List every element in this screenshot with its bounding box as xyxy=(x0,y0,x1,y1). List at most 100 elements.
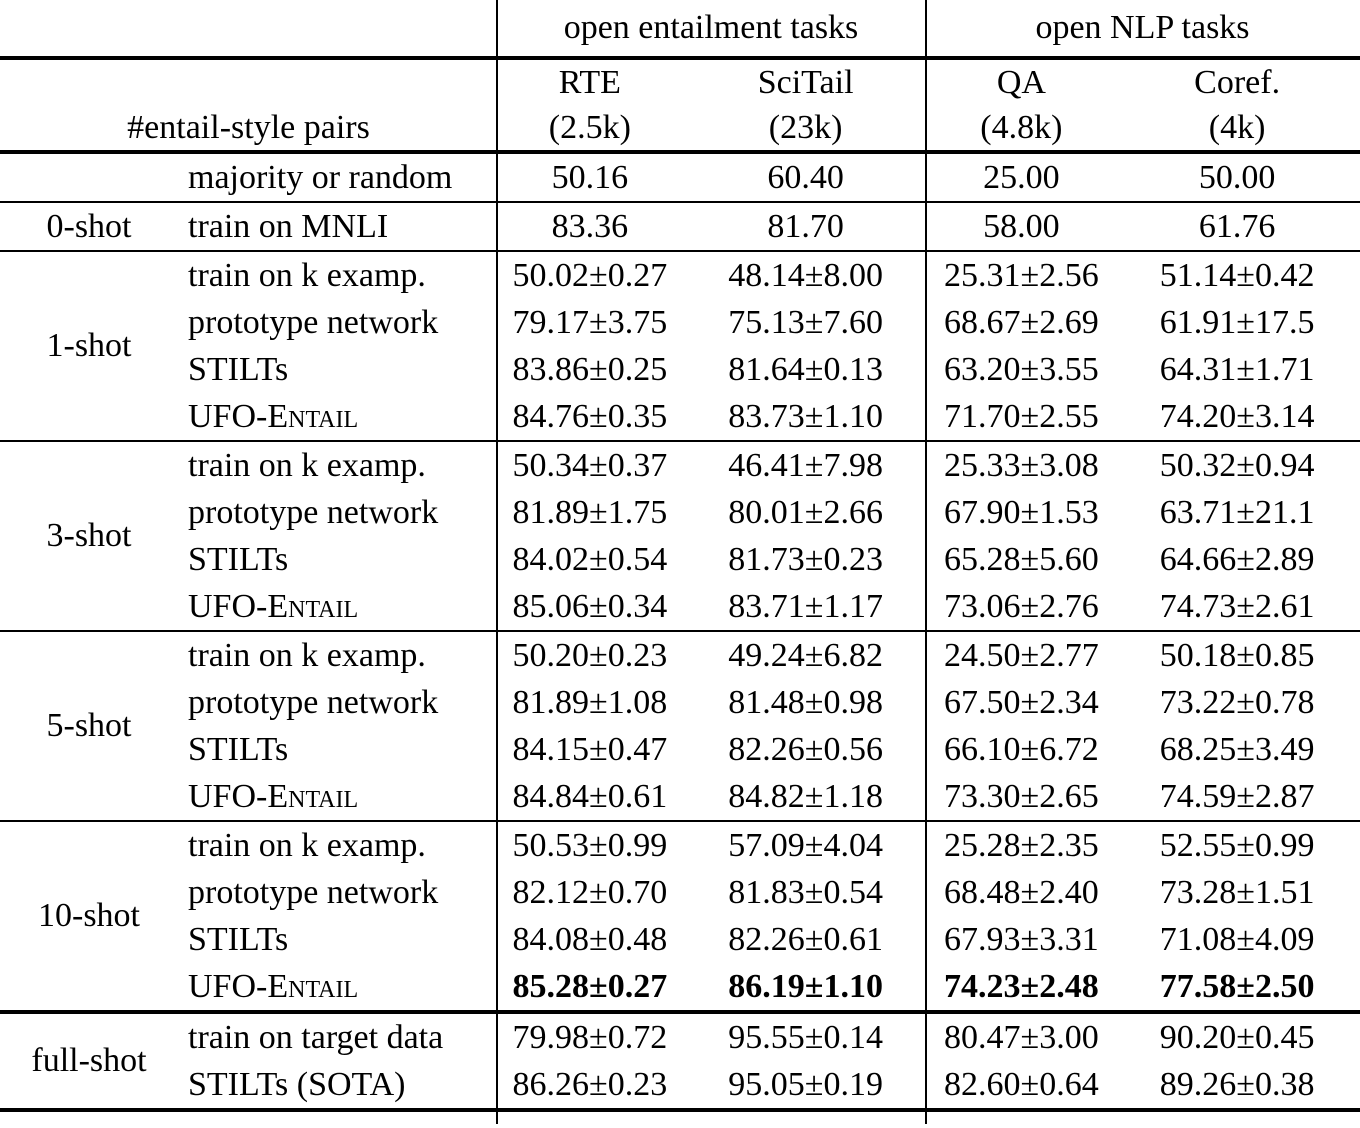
method-label: train on MNLI xyxy=(188,207,389,245)
value-cell: 86.26±0.23 xyxy=(512,1065,668,1103)
method-label: STILTs xyxy=(188,920,289,958)
shot-label: 3-shot xyxy=(46,517,132,554)
method-label: UFO-Entail xyxy=(188,397,359,435)
value-cell: 74.59±2.87 xyxy=(1159,777,1315,815)
column-count-rte: (2.5k) xyxy=(548,108,631,146)
value-cell: 68.48±2.40 xyxy=(944,873,1099,911)
value-cell: 71.70±2.55 xyxy=(944,397,1099,435)
method-label: prototype network xyxy=(188,493,439,531)
column-header-qa: QA xyxy=(996,63,1046,101)
value-cell: 84.84±0.61 xyxy=(512,777,668,815)
value-cell: 68.25±3.49 xyxy=(1159,730,1315,768)
value-cell: 63.71±21.1 xyxy=(1159,493,1315,531)
method-label: STILTs xyxy=(188,350,289,388)
header-separator xyxy=(0,150,1360,154)
value-cell: 85.06±0.34 xyxy=(512,587,668,625)
value-cell: 64.31±1.71 xyxy=(1159,350,1315,388)
shot-section: 0-shot train on MNLI 83.36 81.70 58.00 61.76 xyxy=(0,203,1360,250)
table-row: prototype network 79.17±3.75 75.13±7.60 68.… xyxy=(178,299,1360,346)
value-cell: 82.26±0.61 xyxy=(728,920,883,958)
table-row: train on k examp. 50.02±0.27 48.14±8.00 25.… xyxy=(178,252,1360,299)
table-row: majority or random 50.16 60.40 25.00 50.00 xyxy=(178,154,1360,201)
value-cell: 85.28±0.27 xyxy=(512,967,668,1005)
row-separator xyxy=(0,820,1360,822)
row-separator xyxy=(0,201,1360,203)
value-cell: 86.19±1.10 xyxy=(728,967,883,1005)
value-cell: 25.31±2.56 xyxy=(944,256,1099,294)
table-row: STILTs 84.08±0.48 82.26±0.61 67.93±3.31 71.0… xyxy=(178,916,1360,963)
column-count-row: #entail-style pairs (2.5k) (23k) (4.8k) … xyxy=(0,105,1360,150)
shot-section: majority or random 50.16 60.40 25.00 50.00 xyxy=(0,154,1360,201)
method-label: train on k examp. xyxy=(188,826,426,864)
row-separator xyxy=(0,630,1360,632)
value-cell: 48.14±8.00 xyxy=(728,256,883,294)
shot-section: 3-shot train on k examp. 50.34±0.37 46.41±7… xyxy=(0,442,1360,630)
value-cell: 84.15±0.47 xyxy=(512,730,668,768)
group-header-nlp: open NLP tasks xyxy=(1035,9,1250,46)
value-cell: 80.47±3.00 xyxy=(944,1018,1099,1056)
column-name-row: RTE SciTail QA Coref. xyxy=(0,60,1360,105)
value-cell: 61.91±17.5 xyxy=(1159,303,1315,341)
value-cell: 80.01±2.66 xyxy=(728,493,883,531)
table-row: train on target data 79.98±0.72 95.55±0.14… xyxy=(178,1014,1360,1061)
value-cell: 82.60±0.64 xyxy=(944,1065,1099,1103)
shot-section: full-shot train on target data 79.98±0.72 9… xyxy=(0,1014,1360,1108)
value-cell: 50.00 xyxy=(1198,158,1276,196)
method-label: STILTs xyxy=(188,540,289,578)
method-label: majority or random xyxy=(188,158,453,196)
method-label: UFO-Entail xyxy=(188,587,359,625)
table-row: STILTs 84.15±0.47 82.26±0.56 66.10±6.72 68.2… xyxy=(178,726,1360,773)
value-cell: 61.76 xyxy=(1198,207,1276,245)
value-cell: 77.58±2.50 xyxy=(1159,967,1315,1005)
value-cell: 74.73±2.61 xyxy=(1159,587,1315,625)
section-rows: train on target data 79.98±0.72 95.55±0.14… xyxy=(178,1014,1360,1108)
shot-label: 0-shot xyxy=(46,207,132,245)
table-row: prototype network 81.89±1.08 81.48±0.98 67.… xyxy=(178,679,1360,726)
table-body: majority or random 50.16 60.40 25.00 50.00 0-… xyxy=(0,154,1360,1112)
table-row: prototype network 82.12±0.70 81.83±0.54 68.… xyxy=(178,869,1360,916)
value-cell: 89.26±0.38 xyxy=(1159,1065,1315,1103)
header-separator xyxy=(0,56,1360,60)
table-row: UFO-Entail 84.84±0.61 84.82±1.18 73.30±2.65… xyxy=(178,773,1360,820)
row-separator xyxy=(0,1108,1360,1112)
shot-section: 10-shot train on k examp. 50.53±0.99 57.09±… xyxy=(0,822,1360,1010)
column-count-qa: (4.8k) xyxy=(980,108,1063,146)
column-header-scitail: SciTail xyxy=(757,63,854,101)
shot-section: 5-shot train on k examp. 50.20±0.23 49.24±6… xyxy=(0,632,1360,820)
value-cell: 83.73±1.10 xyxy=(728,397,883,435)
shot-label: 1-shot xyxy=(46,327,132,364)
value-cell: 51.14±0.42 xyxy=(1159,256,1315,294)
value-cell: 50.18±0.85 xyxy=(1159,636,1315,674)
table-row: train on k examp. 50.53±0.99 57.09±4.04 25.… xyxy=(178,822,1360,869)
value-cell: 64.66±2.89 xyxy=(1159,540,1315,578)
method-label: UFO-Entail xyxy=(188,777,359,815)
value-cell: 67.90±1.53 xyxy=(944,493,1099,531)
value-cell: 81.89±1.08 xyxy=(512,683,668,721)
value-cell: 25.28±2.35 xyxy=(944,826,1099,864)
corner-label: #entail-style pairs xyxy=(127,108,370,146)
value-cell: 24.50±2.77 xyxy=(944,636,1099,674)
value-cell: 81.83±0.54 xyxy=(728,873,883,911)
row-separator xyxy=(0,250,1360,252)
value-cell: 52.55±0.99 xyxy=(1159,826,1315,864)
value-cell: 83.71±1.17 xyxy=(728,587,883,625)
method-label: prototype network xyxy=(188,303,439,341)
section-rows: train on MNLI 83.36 81.70 58.00 61.76 xyxy=(178,203,1360,250)
method-label: prototype network xyxy=(188,683,439,721)
value-cell: 84.08±0.48 xyxy=(512,920,668,958)
section-rows: train on k examp. 50.02±0.27 48.14±8.00 25.… xyxy=(178,252,1360,440)
value-cell: 50.20±0.23 xyxy=(512,636,668,674)
value-cell: 63.20±3.55 xyxy=(944,350,1099,388)
shot-section: 1-shot train on k examp. 50.02±0.27 48.14±8… xyxy=(0,252,1360,440)
section-rows: train on k examp. 50.20±0.23 49.24±6.82 24.… xyxy=(178,632,1360,820)
value-cell: 73.06±2.76 xyxy=(944,587,1099,625)
table-row: train on MNLI 83.36 81.70 58.00 61.76 xyxy=(178,203,1360,250)
table-row: STILTs 83.86±0.25 81.64±0.13 63.20±3.55 64.3… xyxy=(178,346,1360,393)
value-cell: 81.64±0.13 xyxy=(728,350,883,388)
value-cell: 95.55±0.14 xyxy=(728,1018,883,1056)
section-rows: train on k examp. 50.34±0.37 46.41±7.98 25.… xyxy=(178,442,1360,630)
column-header-coref: Coref. xyxy=(1194,63,1281,101)
value-cell: 25.33±3.08 xyxy=(944,446,1099,484)
row-separator xyxy=(0,1010,1360,1014)
